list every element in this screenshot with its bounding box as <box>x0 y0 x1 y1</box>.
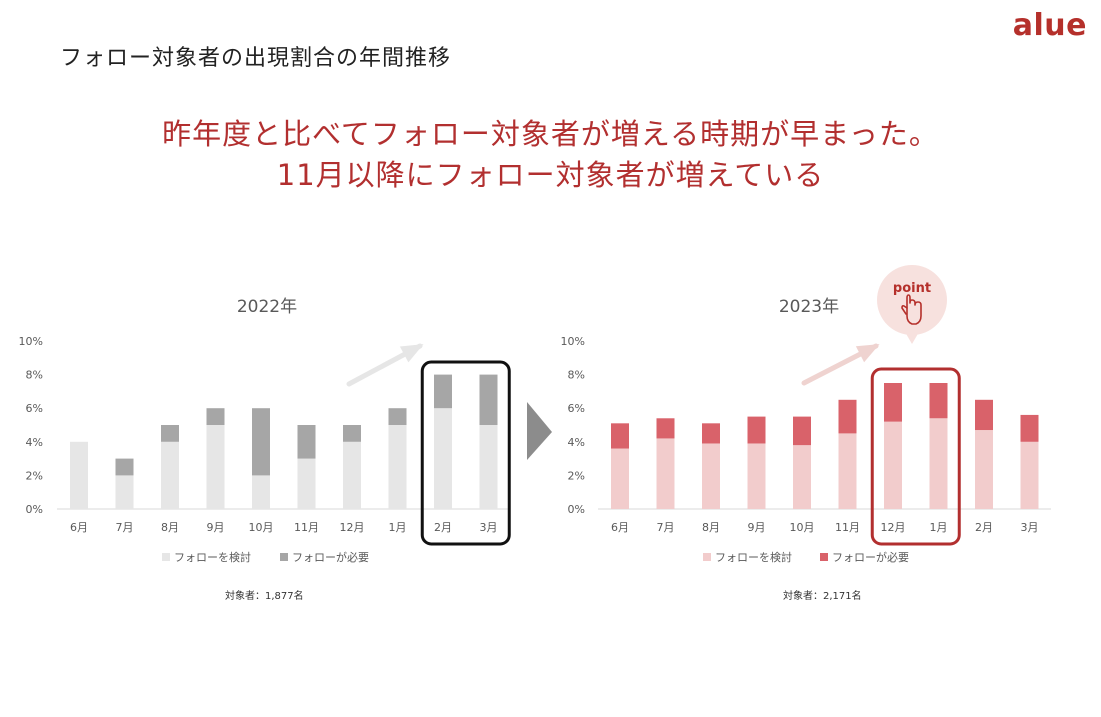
x-tick-label: 1月 <box>389 521 407 534</box>
bar-required-2月 <box>975 399 993 431</box>
bar-required-9月 <box>747 416 766 444</box>
bar-consider-9月 <box>747 443 766 509</box>
bar-consider-11月 <box>838 433 857 509</box>
bar-required-2月 <box>434 374 452 409</box>
bar-required-10月 <box>252 408 270 476</box>
point-bubble-tail <box>905 332 919 344</box>
x-tick-label: 7月 <box>657 521 675 534</box>
bar-consider-3月 <box>479 425 498 509</box>
bar-consider-8月 <box>161 441 179 509</box>
bar-consider-10月 <box>793 445 811 509</box>
bar-required-11月 <box>838 399 857 434</box>
highlight-box <box>870 367 961 546</box>
bar-required-12月 <box>884 383 902 422</box>
bar-consider-7月 <box>656 438 675 509</box>
x-tick-label: 11月 <box>835 521 860 534</box>
bar-required-10月 <box>793 416 811 446</box>
y-tick-label: 4% <box>26 436 43 449</box>
bar-consider-9月 <box>206 425 225 509</box>
chart-title: 2022年 <box>237 297 297 317</box>
bar-consider-8月 <box>702 443 720 509</box>
chart-title: 2023年 <box>779 297 839 317</box>
point-label: point <box>893 281 931 296</box>
bar-consider-1月 <box>929 418 948 509</box>
respondent-count-2022: 対象者：1,877名 <box>225 591 304 602</box>
respondent-count-2023: 対象者：2,171名 <box>783 591 862 602</box>
y-tick-label: 8% <box>26 369 43 382</box>
y-tick-label: 10% <box>19 335 43 348</box>
y-tick-label: 4% <box>568 436 585 449</box>
x-tick-label: 10月 <box>790 521 815 534</box>
legend-swatch <box>703 553 711 561</box>
slide-title: フォロー対象者の出現割合の年間推移 <box>60 46 452 71</box>
bar-consider-2月 <box>434 408 452 509</box>
bar-required-7月 <box>656 418 675 439</box>
legend-swatch <box>162 553 170 561</box>
bar-required-6月 <box>611 423 629 449</box>
trend-arrow-head <box>399 344 424 363</box>
x-tick-label: 10月 <box>249 521 274 534</box>
brand-logo: alue <box>1012 8 1087 43</box>
y-tick-label: 6% <box>568 402 585 415</box>
y-tick-label: 6% <box>26 402 43 415</box>
x-tick-label: 6月 <box>70 521 88 534</box>
legend-label: フォローを検討 <box>174 550 251 564</box>
chart-2023: 2023年 0% 2% 4% 6% 8% 10% 6月 7月 8月 9月 10月 11月 12月 1月 2月 3… <box>561 297 1051 564</box>
pointing-hand-icon <box>901 294 922 325</box>
headline-line-2: 11月以降にフォロー対象者が増えている <box>276 158 825 192</box>
x-tick-label: 11月 <box>294 521 319 534</box>
bar-consider-6月 <box>611 448 629 509</box>
legend-label: フォローを検討 <box>715 550 792 564</box>
bar-required-8月 <box>702 423 720 444</box>
bar-consider-10月 <box>252 475 270 509</box>
x-tick-label: 2月 <box>975 521 993 534</box>
bar-consider-12月 <box>343 441 361 509</box>
bar-required-9月 <box>206 408 225 425</box>
x-tick-label: 9月 <box>207 521 225 534</box>
trend-arrow-head <box>855 344 880 363</box>
bar-required-3月 <box>479 374 498 425</box>
point-badge: point <box>877 265 947 344</box>
x-tick-label: 8月 <box>161 521 179 534</box>
x-tick-label: 9月 <box>748 521 766 534</box>
y-tick-label: 8% <box>568 369 585 382</box>
x-tick-label: 12月 <box>881 521 906 534</box>
legend-swatch <box>280 553 288 561</box>
bar-consider-7月 <box>115 475 134 509</box>
x-tick-label: 8月 <box>702 521 720 534</box>
bar-consider-6月 <box>70 441 88 509</box>
bar-consider-11月 <box>297 458 316 509</box>
y-tick-label: 0% <box>568 503 585 516</box>
y-tick-label: 2% <box>568 469 585 482</box>
x-tick-label: 3月 <box>480 521 498 534</box>
bar-required-12月 <box>343 425 361 442</box>
bar-required-8月 <box>161 425 179 442</box>
chart-2022: 2022年 0% 2% 4% 6% 8% 10% 6月 7月 8月 9月 10月 11月 12月 1月 2月 3… <box>19 297 511 564</box>
headline-line-1: 昨年度と比べてフォロー対象者が増える時期が早まった。 <box>162 117 939 151</box>
bar-consider-12月 <box>884 421 902 509</box>
transition-arrow-icon <box>527 402 552 460</box>
y-tick-label: 2% <box>26 469 43 482</box>
x-tick-label: 1月 <box>930 521 948 534</box>
bar-consider-2月 <box>975 430 993 509</box>
x-tick-label: 7月 <box>116 521 134 534</box>
bar-required-3月 <box>1020 414 1039 442</box>
y-tick-label: 10% <box>561 335 585 348</box>
x-tick-label: 3月 <box>1021 521 1039 534</box>
bar-required-1月 <box>929 383 948 419</box>
x-tick-label: 6月 <box>611 521 629 534</box>
bar-consider-1月 <box>388 425 407 509</box>
y-tick-label: 0% <box>26 503 43 516</box>
x-tick-label: 12月 <box>340 521 365 534</box>
legend-label: フォローが必要 <box>832 550 909 564</box>
legend-swatch <box>820 553 828 561</box>
highlight-box <box>420 360 511 546</box>
bar-consider-3月 <box>1020 441 1039 509</box>
legend-label: フォローが必要 <box>292 550 369 564</box>
bar-required-11月 <box>297 425 316 459</box>
x-tick-label: 2月 <box>434 521 452 534</box>
bar-required-1月 <box>388 408 407 425</box>
bar-required-7月 <box>115 458 134 476</box>
